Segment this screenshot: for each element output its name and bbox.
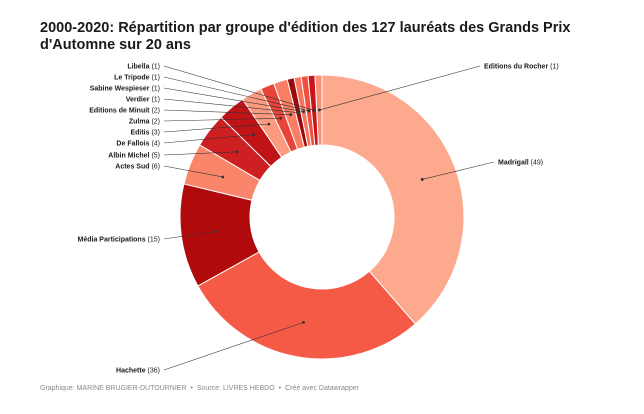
footer-separator-1: • — [190, 385, 193, 392]
label-sabine-wespieser: Sabine Wespieser (1) — [90, 86, 160, 93]
callout-line-media-participations — [163, 231, 217, 240]
callout-line-sabine-wespieser — [163, 87, 304, 112]
callout-line-editions-du-rocher — [319, 65, 481, 111]
label-madrigall: Madrigall (49) — [498, 160, 543, 167]
label-verdier: Verdier (1) — [126, 97, 160, 104]
chart-title: 2000-2020: Répartition par groupe d'édit… — [40, 20, 571, 53]
footer-source: Source: LIVRES HEBDO — [196, 385, 275, 392]
callout-dot-sabine-wespieser — [302, 110, 305, 114]
label-albin-michel: Albin Michel (5) — [108, 153, 160, 160]
callout-line-madrigall — [422, 161, 495, 180]
callout-dot-editis — [267, 122, 271, 126]
label-editions-du-rocher: Editions du Rocher (1) — [484, 64, 559, 71]
label-libella: Libella (1) — [127, 64, 160, 71]
callout-dot-verdier — [296, 111, 300, 115]
donut-callouts: Madrigall (49) Hachette (36) Média Partici… — [78, 64, 559, 375]
callout-dot-hachette — [302, 320, 305, 324]
callout-line-editions-de-minuit — [163, 109, 291, 115]
callout-line-libella — [163, 65, 315, 111]
label-editis: Editis (3) — [130, 130, 160, 137]
callout-dot-editions-du-rocher — [317, 108, 321, 112]
callout-line-zulma — [163, 117, 281, 122]
callout-dot-albin-michel — [235, 150, 239, 154]
callout-dot-media-participations — [214, 230, 218, 233]
callout-line-albin-michel — [163, 151, 238, 156]
slice-hachette[interactable] — [197, 251, 417, 360]
callout-dot-actes-sud — [221, 175, 225, 179]
callout-dot-le-tripode — [307, 109, 311, 113]
footer-separator-2: • — [278, 385, 282, 392]
callout-dot-zulma — [279, 116, 283, 120]
label-zulma: Zulma (2) — [129, 119, 160, 126]
chart-footer: Graphique: MARINE BRUGIER-DUTOURNIER • S… — [40, 385, 361, 392]
footer-credit: Graphique: MARINE BRUGIER-DUTOURNIER — [40, 385, 187, 392]
callout-line-hachette — [163, 322, 304, 371]
callout-dot-editions-de-minuit — [289, 113, 293, 117]
callout-line-verdier — [163, 98, 299, 113]
callout-line-le-tripode — [163, 76, 309, 112]
callout-line-editis — [163, 123, 269, 133]
label-media-participations: Média Participations (15) — [78, 237, 160, 244]
callout-dot-de-fallois — [252, 133, 256, 137]
donut-slices — [179, 74, 465, 360]
callout-line-de-fallois — [163, 134, 254, 144]
label-hachette: Hachette (36) — [116, 368, 160, 375]
callout-dot-madrigall — [420, 178, 424, 181]
callout-line-actes-sud — [163, 165, 223, 178]
label-le-tripode: Le Tripode (1) — [114, 75, 160, 82]
callout-dot-libella — [312, 108, 316, 112]
label-de-fallois: De Fallois (4) — [116, 141, 160, 148]
footer-tool: Créé avec Datawrapper — [285, 385, 359, 392]
slice-madrigall[interactable] — [321, 74, 465, 325]
label-actes-sud: Actes Sud (6) — [115, 164, 160, 171]
label-editions-de-minuit: Editions de Minuit (2) — [89, 108, 160, 115]
